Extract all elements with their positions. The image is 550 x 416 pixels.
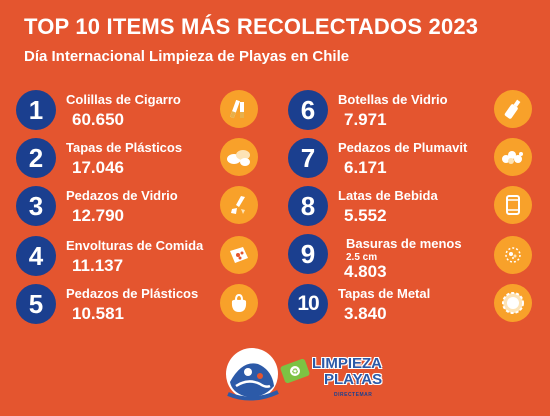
- item-value: 3.840: [344, 304, 387, 323]
- list-item: 9 Basuras de menos 2.5 cm 4.803: [288, 234, 532, 281]
- item-label: Colillas de Cigarro: [66, 92, 181, 107]
- rank-badge: 1: [16, 90, 56, 130]
- page-subtitle: Día Internacional Limpieza de Playas en …: [24, 48, 350, 65]
- plastic-caps-icon: [220, 138, 258, 176]
- item-label: Tapas de Plásticos: [66, 140, 183, 155]
- list-item: 7 Pedazos de Plumavit 6.171: [288, 138, 532, 184]
- logo-text-line1: LIMPIEZA: [312, 355, 382, 372]
- logo: ♻ LIMPIEZA PLAYAS DIRECTEMAR: [222, 342, 382, 408]
- rank-badge: 9: [288, 234, 328, 274]
- rank-badge: 3: [16, 186, 56, 226]
- list-item: 4 Envolturas de Comida 11.137: [16, 236, 258, 282]
- item-label: Basuras de menos: [346, 236, 462, 251]
- item-value: 17.046: [72, 158, 124, 177]
- list-item: 6 Botellas de Vidrio 7.971: [288, 90, 532, 136]
- item-value: 60.650: [72, 110, 124, 129]
- list-item: 2 Tapas de Plásticos 17.046: [16, 138, 258, 184]
- item-label: Pedazos de Vidrio: [66, 188, 178, 203]
- logo-text-line2: PLAYAS: [324, 371, 383, 388]
- item-label: Envolturas de Comida: [66, 238, 204, 253]
- logo-emblem-icon: ♻: [226, 348, 310, 401]
- list-item: 1 Colillas de Cigarro 60.650: [16, 90, 258, 136]
- glass-bottle-icon: [494, 90, 532, 128]
- item-value: 4.803: [344, 262, 387, 281]
- list-item: 5 Pedazos de Plásticos 10.581: [16, 284, 258, 330]
- list-item: 8 Latas de Bebida 5.552: [288, 186, 532, 232]
- item-value: 12.790: [72, 206, 124, 225]
- svg-text:♻: ♻: [291, 367, 298, 376]
- list-item: 10 Tapas de Metal 3.840: [288, 284, 532, 330]
- rank-badge: 10: [288, 284, 328, 324]
- logo-text-small: DIRECTEMAR: [334, 392, 373, 398]
- item-sublabel: 2.5 cm: [346, 252, 378, 263]
- rank-badge: 4: [16, 236, 56, 276]
- cigarette-icon: [220, 90, 258, 128]
- item-value: 10.581: [72, 304, 124, 323]
- food-wrapper-icon: [220, 236, 258, 274]
- item-value: 11.137: [72, 256, 124, 275]
- page-title: TOP 10 ITEMS MÁS RECOLECTADOS 2023: [24, 14, 479, 39]
- item-label: Pedazos de Plumavit: [338, 140, 468, 155]
- item-label: Tapas de Metal: [338, 286, 431, 301]
- item-value: 7.971: [344, 110, 387, 129]
- item-value: 5.552: [344, 206, 387, 225]
- rank-badge: 7: [288, 138, 328, 178]
- list-item: 3 Pedazos de Vidrio 12.790: [16, 186, 258, 232]
- broken-glass-icon: [220, 186, 258, 224]
- styrofoam-icon: [494, 138, 532, 176]
- rank-badge: 2: [16, 138, 56, 178]
- rank-badge: 8: [288, 186, 328, 226]
- rank-badge: 6: [288, 90, 328, 130]
- item-label: Pedazos de Plásticos: [66, 286, 199, 301]
- small-debris-icon: [494, 236, 532, 274]
- can-icon: [494, 186, 532, 224]
- rank-badge: 5: [16, 284, 56, 324]
- item-value: 6.171: [344, 158, 387, 177]
- item-label: Latas de Bebida: [338, 188, 438, 203]
- metal-cap-icon: [494, 284, 532, 322]
- item-label: Botellas de Vidrio: [338, 92, 448, 107]
- plastic-bag-icon: [220, 284, 258, 322]
